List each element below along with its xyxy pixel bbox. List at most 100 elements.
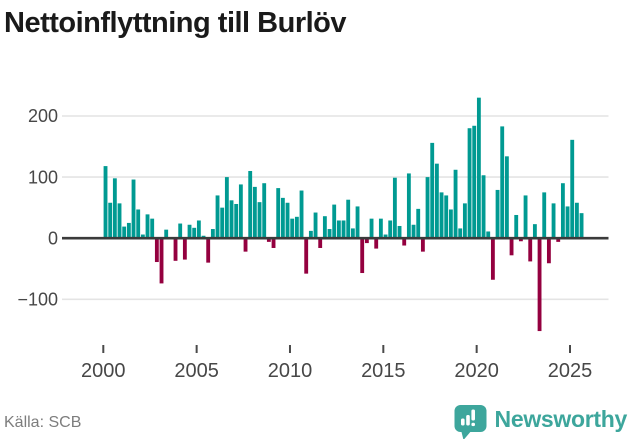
bar-2023Q2 [537,238,542,332]
bar-2006Q4 [229,200,234,239]
bar-2016Q4 [416,208,421,239]
bar-2005Q3 [206,238,211,263]
bar-2012Q2 [332,204,337,239]
bar-2016Q1 [402,238,407,246]
bar-2021Q4 [509,238,514,256]
bar-2001Q4 [136,209,141,239]
bar-2005Q4 [210,229,215,239]
bar-2022Q2 [518,238,523,242]
bar-2023Q4 [546,238,551,264]
brand-name: Newsworthy [494,406,628,432]
chart-title: Nettoinflyttning till Burlöv [4,7,347,39]
bar-2007Q1 [234,203,239,239]
bar-2012Q1 [327,229,332,239]
bar-2024Q3 [560,183,565,239]
bar-2024Q1 [551,203,556,239]
bar-2013Q2 [350,228,355,239]
bar-2003Q4 [173,238,178,261]
bar-2018Q1 [439,192,444,239]
bar-2019Q2 [462,203,467,239]
x-tick-label-2025: 2025 [548,360,593,382]
bar-2015Q4 [397,225,402,239]
bar-2003Q1 [159,238,164,284]
bar-2018Q2 [444,195,449,239]
bar-2014Q4 [378,218,383,239]
bar-2009Q3 [280,197,285,239]
bar-2017Q2 [425,177,430,239]
bar-2022Q4 [528,238,533,262]
bar-2004Q4 [192,227,197,239]
bar-2009Q1 [271,238,276,248]
x-tick-label-2000: 2000 [81,360,126,382]
bar-2015Q1 [383,234,388,239]
bar-2008Q3 [262,183,267,239]
bar-2018Q4 [453,169,458,239]
y-tick-label-0: 0 [48,228,58,248]
bar-2007Q3 [243,238,248,252]
bar-2007Q2 [238,184,243,239]
bar-2006Q1 [215,195,220,239]
bar-2008Q4 [266,238,271,242]
bar-2006Q3 [224,177,229,239]
bar-2000Q3 [112,178,117,239]
bar-2023Q1 [532,224,537,239]
bar-2025Q2 [574,202,579,239]
bar-2021Q1 [495,189,500,239]
bar-2001Q1 [122,226,127,239]
bar-2013Q1 [346,199,351,239]
bar-2002Q4 [154,238,159,263]
bar-2014Q3 [374,238,379,249]
newsworthy-badge-icon [454,405,487,439]
bar-2012Q4 [341,220,346,239]
bar-2002Q2 [145,214,150,239]
bar-2010Q3 [299,190,304,239]
bar-2006Q2 [220,207,225,239]
bar-2009Q2 [276,188,281,239]
bar-2017Q4 [434,163,439,239]
bar-2004Q3 [187,224,192,239]
bar-2022Q3 [523,195,528,239]
y-tick-label-200: 200 [28,106,58,126]
bar-2020Q4 [490,238,495,280]
bar-2011Q4 [322,216,327,239]
bar-2019Q4 [472,125,477,239]
bar-2007Q4 [248,170,253,239]
bar-2012Q3 [336,220,341,239]
bar-2008Q2 [257,202,262,239]
bar-2021Q2 [500,126,505,239]
brand-logo-link[interactable]: Newsworthy [454,401,627,439]
bar-2004Q1 [178,223,183,239]
bar-2025Q3 [579,213,584,239]
bar-2000Q4 [117,203,122,239]
bar-2020Q1 [476,97,481,239]
bar-2017Q3 [430,142,435,239]
source-label: Källa: SCB [4,414,82,431]
bar-2011Q2 [313,212,318,239]
bar-2003Q2 [164,229,169,239]
bar-2014Q1 [364,238,369,244]
bar-2001Q3 [131,179,136,239]
bar-2011Q3 [318,238,323,248]
bar-2008Q1 [252,186,257,239]
bar-2015Q3 [392,177,397,239]
bar-2001Q2 [126,222,131,239]
bar-2024Q4 [565,206,570,239]
bar-2023Q3 [542,192,547,239]
bar-2009Q4 [285,202,290,239]
bar-2010Q2 [294,216,299,239]
bar-2016Q3 [411,224,416,239]
bar-2020Q3 [486,231,491,239]
x-tick-label-2010: 2010 [268,360,313,382]
bar-2010Q4 [304,238,309,274]
bar-2020Q2 [481,175,486,239]
bar-2014Q2 [369,218,374,239]
bar-2019Q3 [467,128,472,239]
bar-2010Q1 [290,218,295,239]
bar-2013Q4 [360,238,365,274]
bar-2025Q1 [570,139,575,239]
bar-2022Q1 [514,214,519,239]
bar-2015Q2 [388,220,393,239]
x-tick-label-2020: 2020 [454,360,499,382]
